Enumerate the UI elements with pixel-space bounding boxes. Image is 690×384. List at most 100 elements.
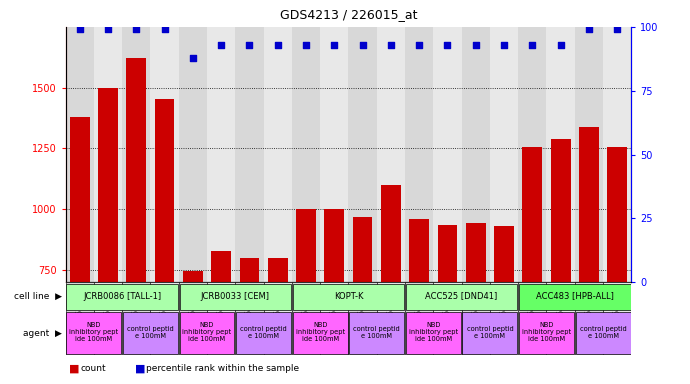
Bar: [98, 88, 118, 384]
Bar: [123, 312, 178, 354]
Text: control peptid
e 100mM: control peptid e 100mM: [580, 326, 627, 339]
Point: [471, 42, 482, 48]
Bar: [349, 312, 404, 354]
Bar: [433, 27, 462, 282]
Text: control peptid
e 100mM: control peptid e 100mM: [466, 326, 513, 339]
Bar: [293, 312, 348, 354]
Text: cell line  ▶: cell line ▶: [14, 292, 62, 301]
Point: [131, 26, 142, 33]
Bar: [235, 282, 264, 355]
Bar: [179, 312, 235, 354]
Point: [555, 42, 566, 48]
Text: GSM518494: GSM518494: [132, 285, 141, 331]
Point: [329, 42, 340, 48]
Text: JCRB0033 [CEM]: JCRB0033 [CEM]: [201, 291, 270, 301]
Bar: [292, 27, 320, 282]
Bar: [239, 258, 259, 384]
Bar: [94, 282, 122, 355]
Bar: [462, 312, 518, 354]
Bar: [211, 251, 231, 384]
Bar: [348, 27, 377, 282]
Bar: [603, 27, 631, 282]
Text: GSM542393: GSM542393: [245, 285, 254, 331]
Text: count: count: [81, 364, 106, 372]
Bar: [207, 282, 235, 355]
Bar: [462, 27, 490, 282]
Bar: [66, 284, 178, 310]
Bar: [575, 312, 631, 354]
Text: NBD
inhibitory pept
ide 100mM: NBD inhibitory pept ide 100mM: [69, 322, 119, 342]
Bar: [320, 27, 348, 282]
Text: control peptid
e 100mM: control peptid e 100mM: [240, 326, 287, 339]
Text: control peptid
e 100mM: control peptid e 100mM: [353, 326, 400, 339]
Text: GSM542395: GSM542395: [188, 285, 197, 331]
Text: GSM542398: GSM542398: [386, 285, 395, 331]
Text: ■: ■: [135, 363, 145, 373]
Bar: [518, 282, 546, 355]
Text: GSM542404: GSM542404: [443, 285, 452, 331]
Bar: [462, 282, 490, 355]
Text: GSM542407: GSM542407: [528, 285, 537, 331]
Bar: [236, 312, 291, 354]
Bar: [353, 217, 373, 384]
Bar: [490, 282, 518, 355]
Bar: [150, 27, 179, 282]
Text: GSM542408: GSM542408: [556, 285, 565, 331]
Bar: [66, 282, 94, 355]
Bar: [122, 282, 150, 355]
Bar: [518, 27, 546, 282]
Bar: [66, 27, 94, 282]
Bar: [406, 284, 518, 310]
Bar: [579, 127, 599, 384]
Point: [102, 26, 113, 33]
Bar: [293, 284, 404, 310]
Text: GSM542403: GSM542403: [415, 285, 424, 331]
Text: GSM542400: GSM542400: [330, 285, 339, 331]
Point: [386, 42, 397, 48]
Bar: [405, 282, 433, 355]
Bar: [268, 258, 288, 384]
Bar: [377, 282, 405, 355]
Point: [244, 42, 255, 48]
Bar: [494, 226, 514, 384]
Point: [527, 42, 538, 48]
Bar: [179, 284, 291, 310]
Text: GSM542401: GSM542401: [471, 285, 480, 331]
Bar: [207, 27, 235, 282]
Bar: [546, 27, 575, 282]
Bar: [292, 282, 320, 355]
Bar: [66, 312, 121, 354]
Text: GSM542396: GSM542396: [217, 285, 226, 331]
Text: NBD
inhibitory pept
ide 100mM: NBD inhibitory pept ide 100mM: [408, 322, 458, 342]
Text: GSM518496: GSM518496: [75, 285, 84, 331]
Bar: [183, 271, 203, 384]
Bar: [324, 209, 344, 384]
Point: [357, 42, 368, 48]
Point: [414, 42, 425, 48]
Point: [159, 26, 170, 33]
Text: NBD
inhibitory pept
ide 100mM: NBD inhibitory pept ide 100mM: [182, 322, 232, 342]
Bar: [437, 225, 457, 384]
Bar: [94, 27, 122, 282]
Point: [272, 42, 284, 48]
Bar: [264, 282, 292, 355]
Bar: [235, 27, 264, 282]
Point: [74, 26, 86, 33]
Bar: [603, 282, 631, 355]
Bar: [522, 147, 542, 384]
Bar: [607, 147, 627, 384]
Bar: [409, 219, 429, 384]
Bar: [126, 58, 146, 384]
Bar: [122, 27, 150, 282]
Bar: [466, 223, 486, 384]
Bar: [264, 27, 292, 282]
Text: NBD
inhibitory pept
ide 100mM: NBD inhibitory pept ide 100mM: [295, 322, 345, 342]
Bar: [179, 27, 207, 282]
Text: GDS4213 / 226015_at: GDS4213 / 226015_at: [279, 8, 417, 21]
Text: GSM542402: GSM542402: [500, 285, 509, 331]
Text: GSM542405: GSM542405: [584, 285, 593, 331]
Text: GSM542399: GSM542399: [302, 285, 310, 331]
Text: JCRB0086 [TALL-1]: JCRB0086 [TALL-1]: [83, 291, 161, 301]
Text: GSM542406: GSM542406: [613, 285, 622, 331]
Bar: [377, 27, 405, 282]
